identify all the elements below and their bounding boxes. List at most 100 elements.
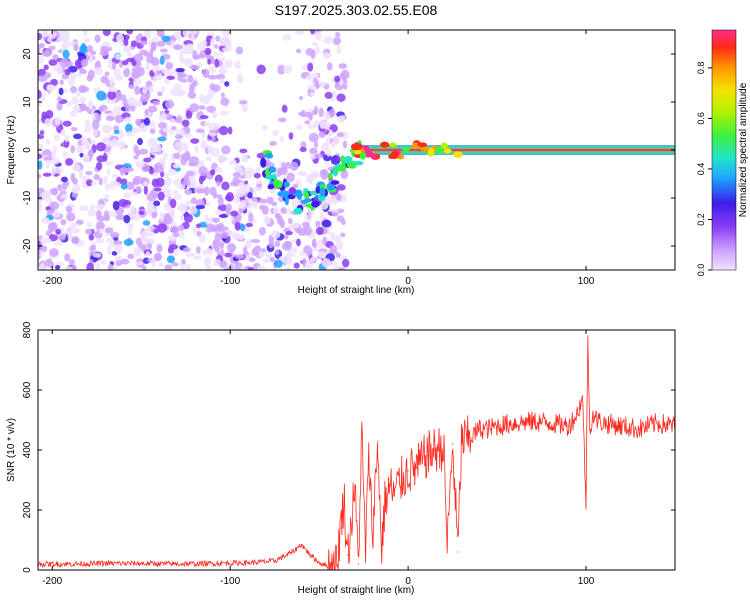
noise-blob xyxy=(274,249,280,256)
noise-blob xyxy=(320,169,329,180)
noise-blob xyxy=(281,104,288,113)
colorbar-tick-label: 0.4 xyxy=(696,163,706,176)
noise-blob xyxy=(256,180,262,185)
noise-blob xyxy=(41,237,52,244)
noise-blob xyxy=(323,196,334,204)
signal-blob xyxy=(427,147,435,156)
noise-blob xyxy=(156,244,163,253)
noise-blob xyxy=(157,136,167,142)
snr-y-tick-label: 200 xyxy=(22,501,33,518)
noise-blob xyxy=(106,168,111,175)
noise-blob xyxy=(50,78,58,86)
noise-blob xyxy=(127,223,135,228)
noise-blob xyxy=(123,192,131,200)
noise-blob xyxy=(62,120,72,127)
noise-blob xyxy=(196,223,202,229)
snr-x-tick-label: -100 xyxy=(220,576,240,587)
noise-blob xyxy=(44,117,53,127)
noise-blob xyxy=(335,32,341,38)
noise-blob xyxy=(164,176,172,187)
noise-blob xyxy=(138,210,145,215)
snr-point xyxy=(377,440,379,442)
noise-blob xyxy=(300,141,307,149)
hook-blob xyxy=(343,155,353,164)
noise-blob xyxy=(336,93,346,102)
noise-blob xyxy=(89,204,96,210)
noise-blob xyxy=(180,152,191,162)
noise-blob xyxy=(156,69,161,76)
noise-blob xyxy=(153,252,162,262)
noise-blob xyxy=(71,236,80,244)
noise-blob xyxy=(170,126,177,131)
noise-blob xyxy=(238,169,245,176)
snr-point xyxy=(105,562,107,565)
noise-blob xyxy=(233,196,240,204)
signal-blob xyxy=(380,141,390,148)
noise-blob xyxy=(215,74,226,80)
noise-blob xyxy=(285,266,291,270)
noise-blob xyxy=(336,193,342,201)
noise-blob xyxy=(173,152,181,159)
noise-blob xyxy=(225,195,232,201)
noise-blob xyxy=(159,48,168,53)
noise-blob xyxy=(104,71,110,77)
noise-blob xyxy=(324,160,330,166)
noise-blob xyxy=(80,42,87,52)
noise-blob xyxy=(218,65,226,74)
noise-blob xyxy=(333,36,341,46)
noise-blob xyxy=(118,59,124,69)
noise-blob xyxy=(280,207,287,214)
noise-blob xyxy=(196,188,206,194)
noise-blob xyxy=(293,262,300,269)
noise-blob xyxy=(331,260,337,266)
noise-blob xyxy=(107,263,114,270)
noise-blob xyxy=(268,241,274,249)
noise-blob xyxy=(68,258,75,266)
noise-blob xyxy=(133,246,142,257)
noise-blob xyxy=(49,187,58,196)
noise-blob xyxy=(139,97,145,103)
signal-blob xyxy=(350,143,360,151)
noise-blob xyxy=(79,152,84,158)
noise-blob xyxy=(64,134,70,143)
noise-blob xyxy=(59,79,64,86)
snr-point xyxy=(339,527,342,529)
snr-line xyxy=(38,335,675,570)
noise-blob xyxy=(88,233,95,241)
noise-blob xyxy=(142,220,151,226)
noise-blob xyxy=(283,240,293,248)
noise-blob xyxy=(99,50,109,57)
noise-blob xyxy=(336,115,346,123)
noise-blob xyxy=(147,105,158,113)
noise-blob xyxy=(79,86,90,93)
noise-blob xyxy=(115,53,121,61)
colorbar-tick-label: 0.0 xyxy=(696,264,706,277)
noise-blob xyxy=(38,42,45,49)
snr-point xyxy=(549,422,552,424)
noise-blob xyxy=(38,47,41,55)
noise-blob xyxy=(322,36,333,44)
noise-blob xyxy=(317,251,327,259)
snr-x-tick-label: 100 xyxy=(578,576,595,587)
noise-blob xyxy=(91,120,100,131)
noise-blob xyxy=(157,223,168,233)
noise-blob xyxy=(213,51,219,57)
noise-blob xyxy=(133,154,139,160)
noise-blob xyxy=(60,193,69,200)
noise-blob xyxy=(66,101,72,107)
noise-blob xyxy=(38,153,43,159)
noise-blob xyxy=(235,254,245,259)
noise-blob xyxy=(262,258,272,263)
noise-blob xyxy=(205,54,213,61)
noise-blob xyxy=(164,264,173,270)
snr-point xyxy=(211,562,213,565)
noise-blob xyxy=(299,146,307,153)
noise-blob xyxy=(340,232,346,238)
noise-blob xyxy=(70,110,77,117)
noise-blob xyxy=(214,209,223,216)
noise-blob xyxy=(141,265,147,270)
hook-blob xyxy=(267,184,275,190)
noise-blob xyxy=(311,41,318,47)
noise-blob xyxy=(111,181,121,187)
hook-blob xyxy=(353,160,364,166)
